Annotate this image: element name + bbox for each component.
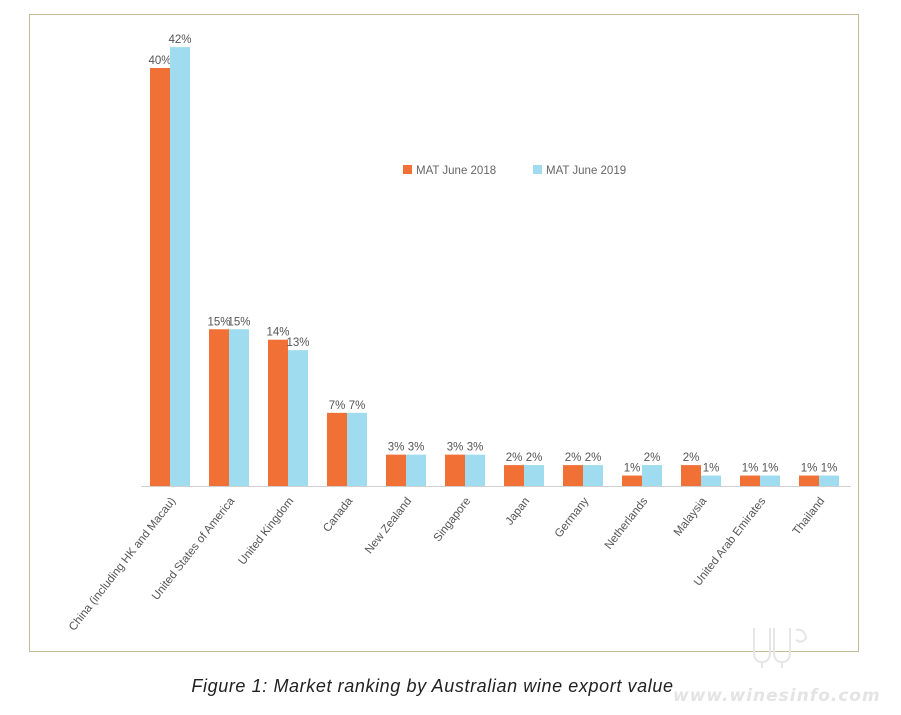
category-label-11: Thailand: [791, 495, 828, 537]
bar-2-4: [406, 454, 426, 486]
bar-2-5: [465, 454, 485, 486]
data-label-2-10: 1%: [762, 463, 779, 475]
figure-caption: Figure 1: Market ranking by Australian w…: [191, 676, 674, 696]
watermark-text: www.winesinfo.com: [673, 686, 881, 706]
category-label-4: New Zealand: [363, 495, 414, 556]
category-label-3: Canada: [321, 495, 356, 535]
bar-2-8: [642, 465, 662, 486]
category-label-2: United Kingdom: [237, 495, 297, 567]
bar-1-0: [150, 68, 170, 486]
bar-2-9: [701, 475, 721, 486]
data-label-1-7: 2%: [565, 452, 582, 464]
bar-1-5: [445, 454, 465, 486]
data-label-1-1: 15%: [207, 316, 230, 328]
bar-1-4: [386, 454, 406, 486]
bar-2-7: [583, 465, 603, 486]
data-label-1-11: 1%: [801, 463, 818, 475]
bar-chart: 40%42%China (including HK and Macau)15%1…: [67, 34, 851, 633]
data-label-2-5: 3%: [467, 442, 484, 454]
category-label-8: Netherlands: [603, 495, 651, 551]
data-label-1-8: 1%: [624, 463, 641, 475]
data-label-2-9: 1%: [703, 463, 720, 475]
data-label-1-4: 3%: [388, 442, 405, 454]
bar-2-2: [288, 350, 308, 486]
data-label-2-7: 2%: [585, 452, 602, 464]
legend-label-2: MAT June 2019: [546, 165, 626, 177]
data-label-1-10: 1%: [742, 463, 759, 475]
data-label-2-6: 2%: [526, 452, 543, 464]
bar-1-3: [327, 412, 347, 486]
chart-frame: 40% 42% China (including HK and Macau) 15% 1…: [29, 14, 859, 652]
data-label-2-11: 1%: [821, 463, 838, 475]
data-label-1-2: 14%: [266, 327, 289, 339]
bar-2-10: [760, 475, 780, 486]
data-label-1-3: 7%: [329, 400, 346, 412]
legend-swatch-1: [403, 165, 412, 174]
bar-1-8: [622, 475, 642, 486]
bar-2-3: [347, 412, 367, 486]
data-label-1-5: 3%: [447, 442, 464, 454]
data-label-2-1: 15%: [227, 316, 250, 328]
data-label-1-9: 2%: [683, 452, 700, 464]
category-label-0: China (including HK and Macau): [67, 495, 178, 633]
bar-1-9: [681, 465, 701, 486]
category-label-6: Japan: [504, 495, 533, 527]
data-label-2-2: 13%: [286, 337, 309, 349]
legend-label-1: MAT June 2018: [416, 165, 496, 177]
category-label-5: Singapore: [432, 495, 474, 544]
data-label-2-8: 2%: [644, 452, 661, 464]
data-label-2-0: 42%: [168, 34, 191, 46]
winesinfo-logo-icon: [753, 628, 808, 668]
bar-2-11: [819, 475, 839, 486]
bar-1-2: [268, 339, 288, 486]
data-label-2-3: 7%: [349, 400, 366, 412]
category-label-9: Malaysia: [672, 495, 710, 539]
data-label-1-6: 2%: [506, 452, 523, 464]
bar-2-1: [229, 329, 249, 486]
category-label-7: Germany: [553, 495, 592, 540]
bar-2-6: [524, 465, 544, 486]
bar-1-10: [740, 475, 760, 486]
bar-1-1: [209, 329, 229, 486]
data-label-2-4: 3%: [408, 442, 425, 454]
legend-swatch-2: [533, 165, 542, 174]
bar-1-6: [504, 465, 524, 486]
data-label-1-0: 40%: [148, 55, 171, 67]
bar-1-7: [563, 465, 583, 486]
bar-2-0: [170, 47, 190, 486]
bar-1-11: [799, 475, 819, 486]
